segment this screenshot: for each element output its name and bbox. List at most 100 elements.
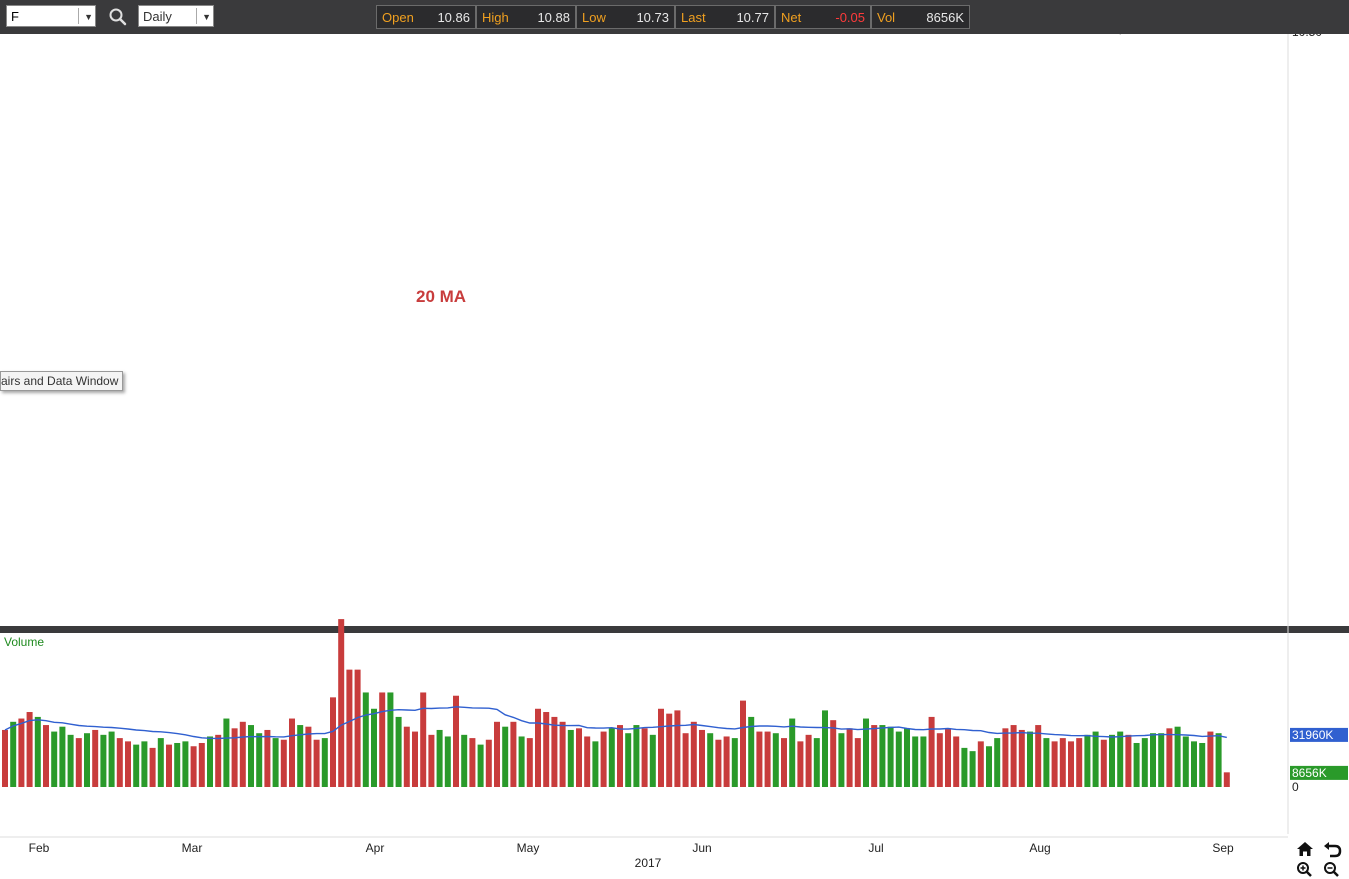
volume-bar (231, 728, 238, 787)
month-label: Aug (1029, 841, 1050, 855)
zoom-in-icon[interactable] (1294, 860, 1316, 878)
period-select[interactable]: Daily ▼ (138, 5, 214, 27)
volume-ma-line (4, 706, 1227, 740)
volume-bar (649, 734, 656, 787)
volume-bar (371, 708, 377, 787)
volume-bar (157, 738, 164, 787)
month-label: Apr (366, 841, 385, 855)
volume-bar (723, 736, 730, 787)
month-label: May (517, 841, 540, 855)
volume-bar (756, 731, 763, 787)
volume-bar (2, 729, 8, 787)
volume-bar (863, 718, 869, 787)
volume-bar (1092, 731, 1099, 787)
volume-bar (764, 731, 771, 787)
volume-bar (600, 731, 607, 787)
volume-bar (182, 741, 189, 787)
volume-bar (313, 739, 320, 787)
volume-bar (658, 708, 664, 787)
price-pane (0, 34, 1349, 626)
volume-bar (846, 728, 853, 787)
volume-bar (625, 733, 632, 787)
volume-bar (830, 720, 837, 787)
price-tick-label: 10.50 (1292, 34, 1322, 39)
volume-bar (1051, 741, 1058, 787)
chevron-down-icon[interactable]: ▼ (84, 12, 93, 22)
volume-bar (961, 747, 968, 787)
volume-bar (1215, 733, 1222, 787)
volume-bar (1043, 738, 1050, 787)
volume-bar (248, 725, 254, 787)
volume-bar (535, 708, 541, 787)
price-volume-chart[interactable]: 10.5010.6010.7010.8010.9011.0011.1011.20… (0, 34, 1349, 879)
volume-ma-label-bg (1290, 727, 1348, 742)
volume-bar (1223, 772, 1230, 787)
chevron-down-icon[interactable]: ▼ (202, 12, 211, 22)
volume-bar (543, 712, 550, 787)
volume-bar (469, 738, 476, 787)
volume-bar (854, 738, 861, 787)
volume-last-label: 8656K (1292, 766, 1327, 780)
quote-last: Last 10.77 (675, 5, 775, 29)
zoom-out-icon[interactable] (1321, 860, 1343, 878)
volume-bar (1100, 739, 1107, 787)
volume-bar (92, 729, 99, 787)
quote-bar: Open 10.86 High 10.88 Low 10.73 Last 10.77 N… (376, 5, 970, 29)
volume-bar (584, 736, 591, 787)
volume-bar (682, 733, 689, 787)
quote-open: Open 10.86 (376, 5, 476, 29)
volume-bar (1150, 733, 1156, 787)
volume-bar (797, 741, 804, 787)
volume-bar (674, 710, 681, 787)
volume-bar (403, 726, 410, 787)
volume-bar (879, 725, 886, 787)
volume-bar (690, 721, 697, 787)
symbol-value: F (11, 9, 19, 24)
volume-bar (354, 669, 361, 787)
month-label: Sep (1212, 841, 1234, 855)
volume-bar (559, 721, 566, 787)
volume-bar (731, 738, 738, 787)
volume-bar (1182, 736, 1189, 787)
volume-bar (428, 734, 435, 787)
volume-bar (264, 729, 271, 787)
volume-bar (338, 619, 345, 787)
home-icon[interactable] (1294, 840, 1316, 858)
volume-bar (141, 741, 148, 787)
volume-bar (928, 716, 935, 787)
volume-bar (1133, 742, 1140, 787)
undo-icon[interactable] (1321, 840, 1343, 858)
volume-bar (1035, 725, 1042, 787)
volume-bar (1207, 731, 1214, 787)
volume-bar (1174, 726, 1181, 787)
ma20-annotation: 20 MA (416, 287, 466, 306)
volume-bar (223, 718, 230, 787)
volume-bar (174, 742, 181, 787)
quote-net: Net -0.05 (775, 5, 871, 29)
volume-bar (1018, 729, 1025, 787)
volume-bar (395, 716, 402, 787)
symbol-input[interactable]: F ▼ (6, 5, 96, 27)
volume-bar (781, 738, 787, 787)
volume-bar (34, 716, 41, 787)
volume-bar (444, 736, 451, 787)
volume-bar (526, 738, 533, 787)
volume-bar (51, 731, 58, 787)
volume-bar (805, 734, 812, 787)
volume-bar (715, 739, 722, 787)
volume-bar (551, 716, 558, 787)
volume-bar (207, 736, 213, 787)
crosshairs-tooltip: airs and Data Window (0, 371, 124, 391)
month-label: Jul (868, 841, 883, 855)
volume-title: Volume (4, 635, 44, 649)
volume-bar (198, 742, 205, 787)
volume-bar (1027, 731, 1033, 787)
volume-bar (772, 733, 779, 787)
search-icon[interactable] (108, 7, 128, 27)
volume-bar (453, 695, 459, 787)
volume-bar (887, 726, 894, 787)
volume-bar (986, 746, 992, 787)
volume-bar (43, 725, 49, 787)
volume-bar (108, 731, 115, 787)
volume-bar (977, 741, 984, 787)
